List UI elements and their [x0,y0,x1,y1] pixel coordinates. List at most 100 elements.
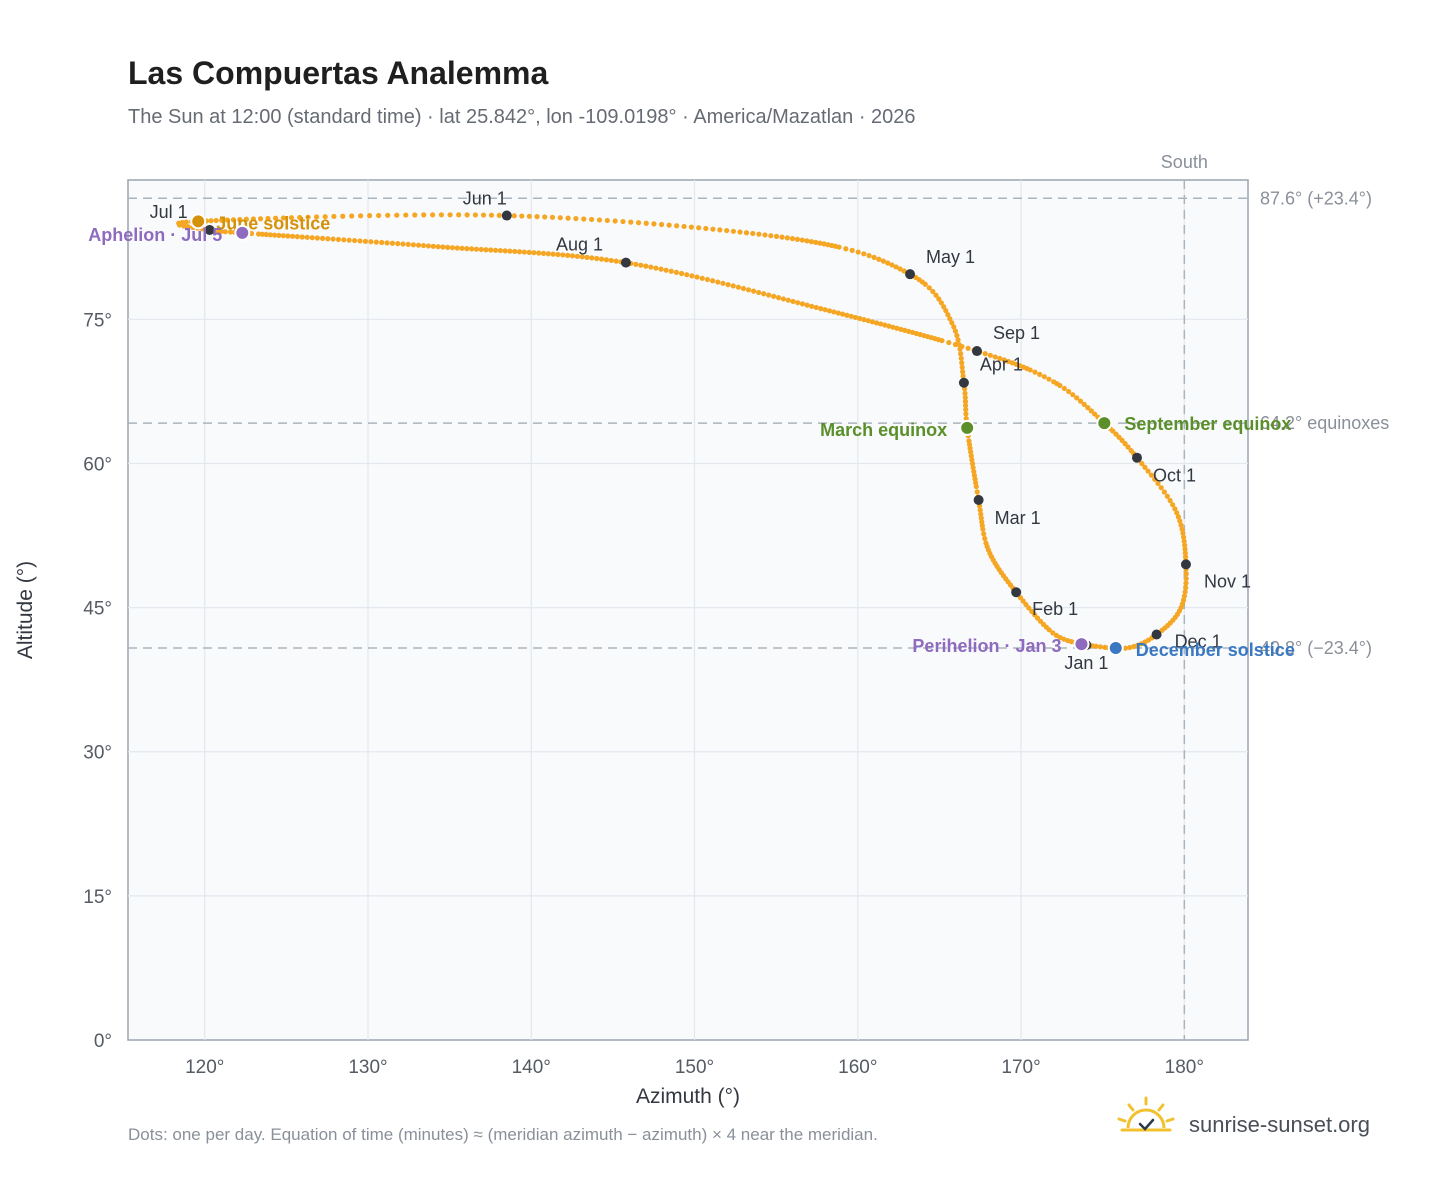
month-marker-dot [620,257,631,268]
daily-sun-dot [183,219,189,225]
daily-sun-dot [804,238,810,244]
daily-sun-dot [852,314,859,321]
daily-sun-dot [968,453,974,459]
daily-sun-dot [483,247,489,253]
daily-sun-dot [1182,546,1188,552]
daily-sun-dot [689,273,695,279]
daily-sun-dot [1029,608,1035,614]
daily-sun-dot [717,227,723,233]
daily-sun-dot [213,217,219,224]
daily-sun-dot [974,489,980,495]
daily-sun-dot [1177,518,1183,524]
reference-line-label: 40.8° (−23.4°) [1260,638,1372,658]
daily-sun-dot [1167,497,1173,504]
daily-sun-dot [866,252,872,259]
daily-sun-dot [420,242,427,249]
daily-sun-dot [901,268,907,274]
daily-sun-dot [962,398,969,405]
daily-sun-dot [330,236,336,242]
daily-sun-dot [857,315,863,322]
daily-sun-dot [604,217,610,224]
daily-sun-dot [545,251,551,257]
daily-sun-dot [299,234,305,240]
daily-sun-dot [325,236,331,242]
daily-sun-dot [294,234,300,240]
daily-sun-dot [970,464,976,471]
daily-sun-dot [1034,615,1041,621]
y-tick-label: 45° [83,599,112,620]
daily-sun-dot [813,304,819,311]
daily-sun-dot [1178,522,1184,528]
daily-sun-dot [839,311,846,317]
daily-sun-dot [581,216,587,222]
daily-sun-dot [185,224,191,230]
daily-sun-dot [497,247,503,254]
daily-sun-dot [818,306,824,312]
daily-sun-dot [817,240,823,246]
daily-sun-dot [594,255,600,262]
daily-sun-dot [658,221,665,228]
daily-sun-dot [992,354,998,360]
daily-sun-dot [267,232,273,238]
daily-sun-dot [560,252,566,258]
daily-sun-dot [263,231,269,238]
daily-sun-dot [959,343,965,350]
daily-sun-dot [939,337,945,344]
daily-sun-dot [681,223,687,230]
daily-sun-dot [962,390,968,396]
x-tick-label: 150° [675,1057,714,1078]
daily-sun-dot [368,239,374,245]
month-marker-dot [1151,629,1162,640]
daily-sun-dot [430,212,436,218]
daily-sun-dot [1181,593,1188,599]
daily-sun-dot [603,257,610,263]
daily-sun-dot [1032,369,1038,375]
month-marker-dot [958,377,969,388]
daily-sun-dot [1057,382,1063,389]
daily-sun-dot [412,212,418,218]
daily-sun-dot [340,213,346,219]
daily-sun-dot [569,253,576,259]
daily-sun-dot [880,258,886,264]
daily-sun-dot [826,308,833,314]
daily-sun-dot [894,325,900,331]
daily-sun-dot [987,352,993,358]
daily-sun-dot [628,219,634,225]
daily-sun-dot [962,394,968,401]
daily-sun-dot [488,247,494,253]
x-tick-label: 120° [185,1057,224,1078]
daily-sun-dot [459,245,465,251]
daily-sun-dot [288,215,295,221]
daily-sun-dot [969,461,976,467]
daily-sun-dot [886,323,892,329]
daily-sun-dot [1102,644,1108,650]
daily-sun-dot [678,270,685,277]
daily-sun-dot [425,243,432,249]
daily-sun-dot [638,262,644,268]
daily-sun-dot [373,239,379,245]
daily-sun-dot [1155,480,1161,487]
month-marker-label: Mar 1 [995,508,1041,528]
daily-sun-dot [761,291,767,297]
daily-sun-dot [835,310,841,316]
daily-sun-dot [965,345,971,351]
daily-sun-dot [237,216,243,223]
daily-sun-dot [395,241,401,247]
daily-sun-dot [289,233,296,239]
daily-sun-dot [542,214,548,220]
daily-sun-dot [962,402,969,409]
daily-sun-dot [1061,385,1067,392]
daily-sun-dot [335,236,342,243]
daily-sun-dot [1182,550,1188,556]
daily-sun-dot [536,250,542,256]
daily-sun-dot [389,240,396,246]
daily-sun-dot [305,214,311,220]
daily-sun-dot [573,215,579,222]
daily-sun-dot [1175,514,1181,520]
daily-sun-dot [725,282,731,288]
daily-sun-dot [376,212,382,219]
daily-sun-dot [941,304,947,310]
month-marker-label: Jul 1 [150,202,188,222]
daily-sun-dot [952,328,959,334]
daily-sun-dot [780,296,786,302]
